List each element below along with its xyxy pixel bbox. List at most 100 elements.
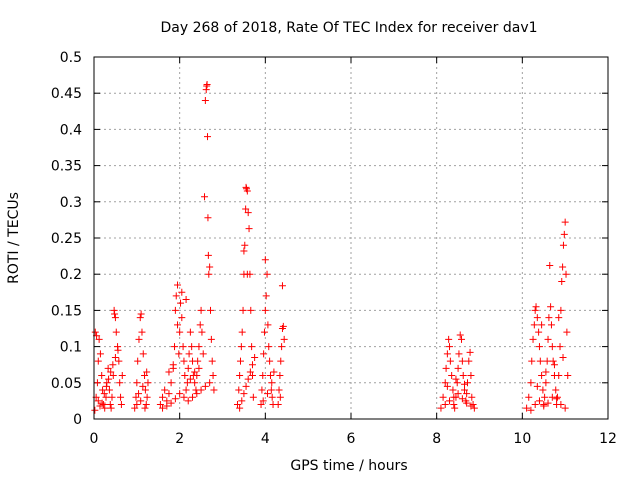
data-point xyxy=(529,335,537,343)
y-tick-label: 0.35 xyxy=(51,159,82,175)
data-point xyxy=(244,375,252,383)
data-point xyxy=(112,328,120,336)
data-point xyxy=(523,404,531,412)
data-point xyxy=(240,390,248,398)
data-point xyxy=(197,386,205,394)
data-point xyxy=(528,357,536,365)
data-point xyxy=(535,343,543,351)
data-point xyxy=(555,372,563,380)
data-point xyxy=(117,393,125,401)
data-point xyxy=(548,393,556,401)
data-point xyxy=(133,401,141,409)
data-point xyxy=(452,375,460,383)
data-point xyxy=(184,397,192,405)
data-point xyxy=(94,397,102,405)
data-point xyxy=(117,401,125,409)
data-point xyxy=(555,314,563,322)
data-point xyxy=(91,328,99,336)
data-point xyxy=(276,372,284,380)
data-point xyxy=(238,328,246,336)
data-point xyxy=(263,390,271,398)
data-point xyxy=(454,390,462,398)
data-point xyxy=(142,401,150,409)
x-tick-label: 6 xyxy=(347,431,356,447)
data-point xyxy=(533,382,541,390)
data-point xyxy=(116,379,124,387)
data-point xyxy=(180,393,188,401)
data-point xyxy=(174,281,182,289)
data-point xyxy=(260,350,268,358)
data-point xyxy=(177,299,185,307)
data-point xyxy=(100,390,108,398)
data-point xyxy=(278,343,286,351)
x-tick-label: 10 xyxy=(513,431,531,447)
data-point xyxy=(557,401,565,409)
y-axis-title: ROTI / TECUs xyxy=(6,192,22,284)
data-point xyxy=(188,343,196,351)
data-point xyxy=(441,401,449,409)
data-point xyxy=(98,399,106,407)
data-point xyxy=(552,386,560,394)
data-point xyxy=(208,357,216,365)
y-tick-labels: 0 0.05 0.1 0.15 0.2 0.25 0.3 0.35 0.4 0.45 0.5 xyxy=(51,50,82,428)
data-point xyxy=(455,350,463,358)
data-point xyxy=(463,399,471,407)
data-point xyxy=(559,353,567,361)
data-point xyxy=(94,357,102,365)
data-point xyxy=(544,399,552,407)
data-point xyxy=(178,288,186,296)
data-point xyxy=(186,328,194,336)
data-point xyxy=(458,357,466,365)
data-point xyxy=(446,343,454,351)
data-point xyxy=(156,401,164,409)
y-tick-label: 0 xyxy=(73,412,82,428)
data-point xyxy=(242,205,250,213)
data-point xyxy=(527,379,535,387)
data-point xyxy=(561,404,569,412)
data-point xyxy=(248,372,256,380)
data-point xyxy=(274,401,282,409)
data-point xyxy=(443,382,451,390)
data-point xyxy=(548,343,556,351)
data-point xyxy=(263,270,271,278)
data-point xyxy=(251,353,259,361)
data-point xyxy=(266,372,274,380)
data-point xyxy=(236,372,244,380)
data-point xyxy=(207,306,215,314)
data-point xyxy=(465,357,473,365)
y-tick-label: 0.1 xyxy=(60,340,82,356)
data-point xyxy=(143,393,151,401)
data-point xyxy=(107,368,115,376)
chart-title: Day 268 of 2018, Rate Of TEC Index for r… xyxy=(160,20,537,36)
data-point xyxy=(443,350,451,358)
data-point xyxy=(445,335,453,343)
data-point xyxy=(165,390,173,398)
data-point xyxy=(458,395,466,403)
data-point xyxy=(205,270,213,278)
data-point xyxy=(259,397,267,405)
data-point xyxy=(194,357,202,365)
data-point xyxy=(101,404,109,412)
data-point xyxy=(104,364,112,372)
data-point xyxy=(456,331,464,339)
data-point xyxy=(183,379,191,387)
data-point xyxy=(275,386,283,394)
data-point xyxy=(195,343,203,351)
data-point xyxy=(133,379,141,387)
data-point xyxy=(91,406,99,414)
data-point xyxy=(99,386,107,394)
data-point xyxy=(201,382,209,390)
data-point xyxy=(107,404,115,412)
data-point xyxy=(176,328,184,336)
data-point xyxy=(201,96,209,104)
data-point xyxy=(115,357,123,365)
data-point xyxy=(233,401,241,409)
data-point xyxy=(467,372,475,380)
data-point xyxy=(179,343,187,351)
data-point xyxy=(201,193,209,201)
data-point xyxy=(171,395,179,403)
data-point xyxy=(102,393,110,401)
data-point xyxy=(261,306,269,314)
data-point xyxy=(248,343,256,351)
